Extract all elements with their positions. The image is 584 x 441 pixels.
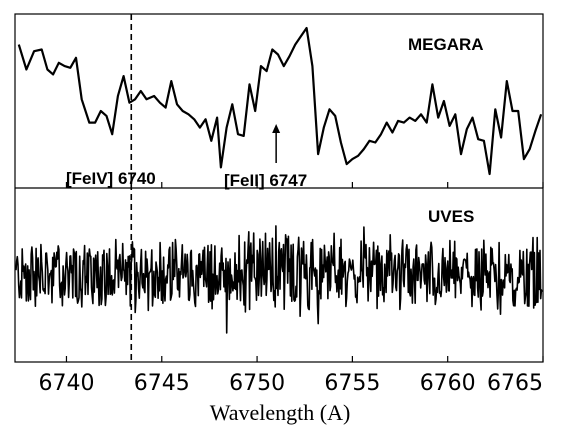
feii-annotation: [FeII] 6747	[224, 171, 307, 190]
megara-panel-label: MEGARA	[408, 35, 484, 54]
uves-series-line	[15, 225, 543, 334]
x-tick-label: 6760	[420, 371, 476, 396]
x-tick-label: 6765	[487, 371, 543, 396]
megara-panel	[17, 26, 543, 176]
x-tick-label: 6750	[229, 371, 285, 396]
feii-arrow-head	[272, 124, 281, 133]
x-tick-label: 6740	[38, 371, 94, 396]
uves-panel	[15, 225, 543, 334]
overlay-layer	[130, 14, 281, 362]
feiv-annotation: [FeIV] 6740	[66, 169, 156, 188]
x-tick-label: 6755	[324, 371, 380, 396]
uves-panel-label: UVES	[428, 207, 474, 226]
x-tick-label: 6745	[134, 371, 190, 396]
x-axis-label: Wavelength (A)	[210, 400, 351, 425]
megara-series-line	[17, 26, 543, 176]
x-axis: 6740 6745 6750 6755 6760 6765	[38, 182, 544, 396]
